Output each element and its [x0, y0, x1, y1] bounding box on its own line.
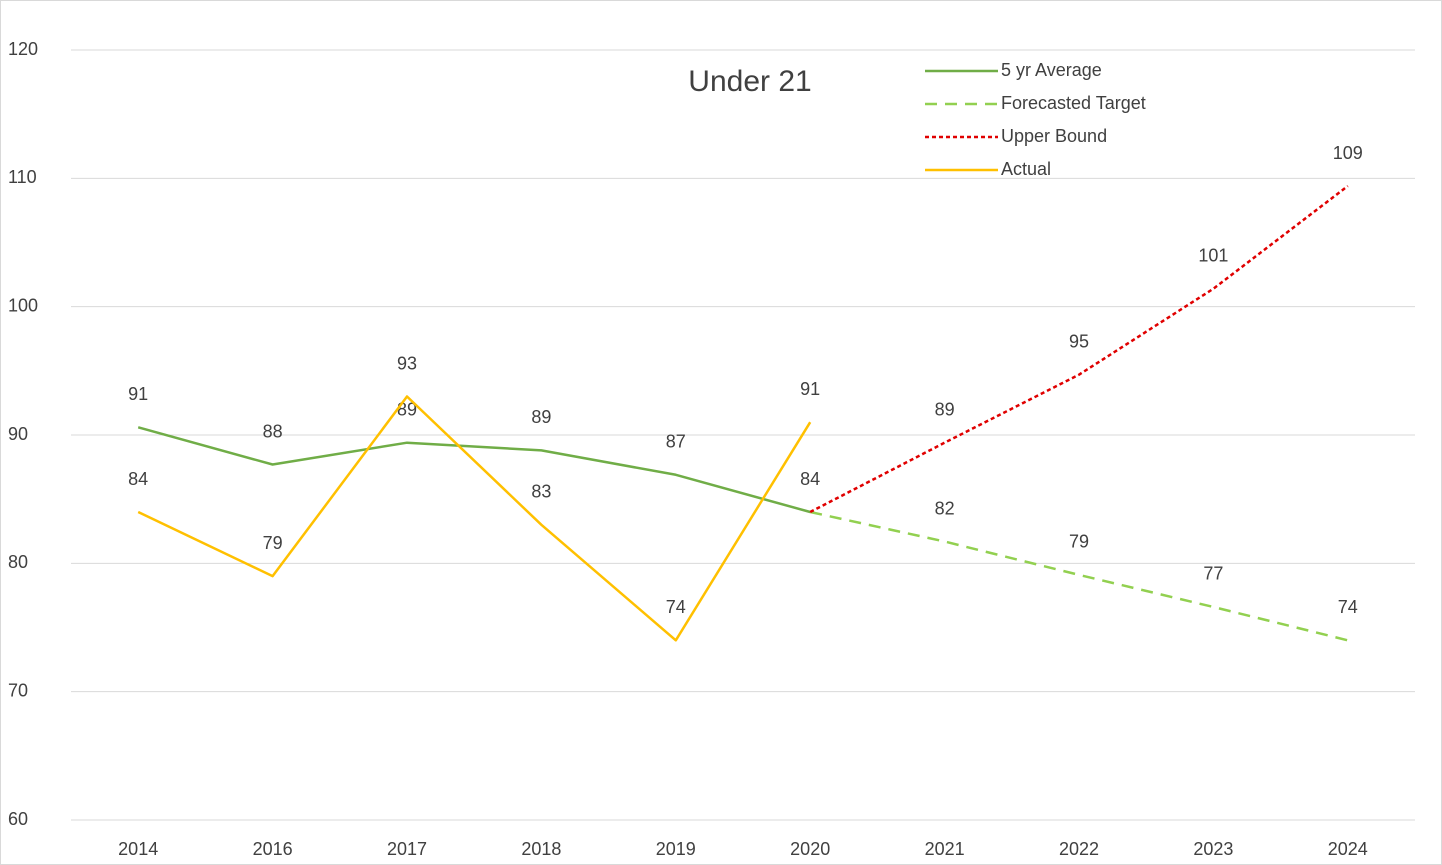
data-label: 84 [800, 469, 820, 489]
x-tick-label: 2019 [656, 839, 696, 859]
y-tick-label: 90 [8, 424, 28, 444]
data-label: 77 [1203, 564, 1223, 584]
data-label: 74 [666, 597, 686, 617]
y-tick-label: 120 [8, 39, 38, 59]
data-label: 93 [397, 353, 417, 373]
chart-title: Under 21 [688, 65, 811, 98]
x-tick-label: 2017 [387, 839, 427, 859]
data-label: 88 [263, 421, 283, 441]
data-label: 82 [935, 498, 955, 518]
x-tick-label: 2016 [253, 839, 293, 859]
data-label: 87 [666, 432, 686, 452]
x-tick-label: 2020 [790, 839, 830, 859]
data-label: 109 [1333, 143, 1363, 163]
legend-label: 5 yr Average [1001, 60, 1102, 80]
legend-label: Upper Bound [1001, 126, 1107, 146]
x-tick-label: 2018 [521, 839, 561, 859]
y-tick-label: 80 [8, 552, 28, 572]
x-tick-label: 2024 [1328, 839, 1368, 859]
x-tick-label: 2023 [1193, 839, 1233, 859]
y-tick-label: 100 [8, 295, 38, 315]
series-line [809, 510, 1349, 642]
data-label: 74 [1338, 597, 1358, 617]
data-label: 89 [935, 399, 955, 419]
data-label: 101 [1198, 245, 1228, 265]
series-line [137, 395, 812, 642]
data-label: 79 [263, 533, 283, 553]
series-line [137, 426, 811, 514]
y-tick-label: 60 [8, 809, 28, 829]
x-tick-label: 2014 [118, 839, 158, 859]
legend-label: Forecasted Target [1001, 93, 1146, 113]
x-tick-label: 2021 [925, 839, 965, 859]
data-label: 95 [1069, 331, 1089, 351]
data-label: 84 [128, 469, 148, 489]
data-label: 83 [531, 482, 551, 502]
y-tick-label: 110 [8, 167, 37, 187]
series-line [809, 185, 1349, 514]
data-label: 91 [800, 379, 820, 399]
data-label: 91 [128, 384, 148, 404]
legend-label: Actual [1001, 159, 1051, 179]
data-label: 89 [531, 407, 551, 427]
y-tick-label: 70 [8, 680, 28, 700]
x-tick-label: 2022 [1059, 839, 1099, 859]
data-label: 79 [1069, 532, 1089, 552]
